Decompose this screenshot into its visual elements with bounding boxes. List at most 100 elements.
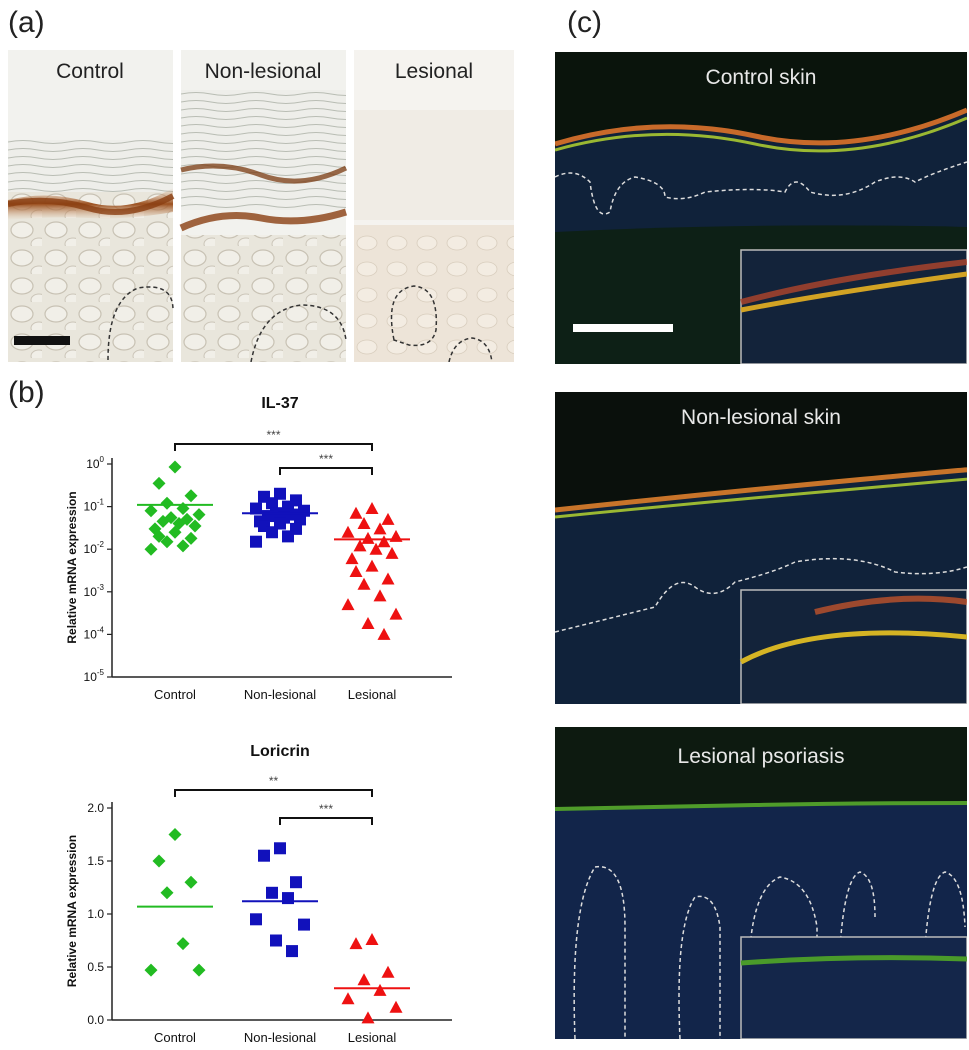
non-lesional-point	[290, 876, 302, 889]
non-lesional-point	[250, 913, 262, 926]
y-tick-label: 1.5	[87, 854, 104, 868]
y-tick-label: 1.0	[87, 907, 104, 921]
non-lesional-point	[274, 842, 286, 855]
non-lesional-point	[250, 535, 262, 548]
lesional-point	[345, 552, 359, 565]
lesional-point	[365, 932, 379, 945]
significance-bracket	[174, 443, 373, 451]
control-point	[188, 519, 202, 533]
if-image-non-lesional: Non-lesional skin	[555, 392, 967, 704]
control-point	[152, 476, 166, 490]
ihc-tile-lesional	[354, 50, 514, 362]
y-axis-label: Relative mRNA expression	[65, 835, 79, 987]
if-label-non-lesional: Non-lesional skin	[681, 406, 841, 429]
lesional-point	[349, 937, 363, 950]
ihc-tile-non-lesional	[179, 50, 348, 362]
lesional-point	[357, 517, 371, 530]
non-lesional-point	[258, 849, 270, 862]
panel-b-label: (b)	[8, 376, 45, 409]
ihc-label-lesional: Lesional	[395, 60, 473, 83]
lesional-point	[365, 502, 379, 515]
if-image-control: Control skin	[555, 52, 967, 364]
significance-bracket	[174, 789, 373, 797]
control-point	[176, 937, 190, 951]
x-tick-label: Lesional	[348, 1030, 397, 1045]
control-point	[184, 875, 198, 889]
x-tick-label: Control	[154, 1030, 196, 1045]
scale-bar	[573, 324, 673, 332]
y-tick-label: 100	[86, 455, 104, 471]
panel-c-label: (c)	[567, 6, 602, 39]
y-tick-label: 2.0	[87, 801, 104, 815]
lesional-point	[357, 973, 371, 986]
lesional-point	[365, 559, 379, 572]
chart-title: IL-37	[261, 395, 298, 412]
significance-label: ***	[319, 452, 333, 466]
if-image-lesional: Lesional psoriasis	[555, 727, 967, 1039]
x-tick-label: Non-lesional	[244, 687, 316, 702]
non-lesional-point	[294, 513, 306, 526]
lesional-point	[389, 1000, 403, 1013]
non-lesional-point	[266, 886, 278, 899]
control-point	[144, 504, 158, 518]
lesional-point	[381, 512, 395, 525]
ihc-panel: Control Non-lesional Lesional	[8, 50, 514, 362]
y-tick-label: 10-5	[84, 668, 105, 684]
lesional-point	[373, 522, 387, 535]
y-tick-label: 10-2	[84, 540, 105, 556]
lesional-point	[377, 535, 391, 548]
lesional-point	[361, 1011, 375, 1024]
lesional-point	[361, 531, 375, 544]
control-point	[168, 828, 182, 841]
lesional-point	[369, 542, 383, 555]
non-lesional-point	[298, 918, 310, 931]
lesional-point	[349, 564, 363, 577]
ihc-tile-control	[8, 50, 175, 362]
non-lesional-point	[274, 487, 286, 500]
control-point	[160, 886, 174, 900]
y-axis-label: Relative mRNA expression	[65, 491, 79, 643]
control-point	[152, 529, 166, 543]
y-tick-label: 10-4	[84, 625, 105, 641]
lesional-point	[377, 627, 391, 640]
control-point	[160, 496, 174, 510]
control-point	[144, 542, 158, 556]
lesional-point	[341, 525, 355, 538]
il37-chart: IL-37 100 10-1 10-2 10-3 10-4 10-5 Relative mRN…	[65, 395, 452, 702]
y-tick-label: 0.0	[87, 1013, 104, 1027]
x-tick-label: Lesional	[348, 687, 397, 702]
non-lesional-point	[282, 500, 294, 513]
control-point	[176, 502, 190, 516]
ihc-label-control: Control	[56, 60, 124, 83]
non-lesional-point	[282, 530, 294, 543]
loricrin-chart: Loricrin 0.0 0.5 1.0 1.5 2.0 Relative mRNA exp…	[65, 743, 452, 1045]
control-point	[152, 854, 166, 868]
control-point	[176, 539, 190, 553]
lesional-point	[357, 577, 371, 590]
x-tick-label: Non-lesional	[244, 1030, 316, 1045]
non-lesional-point	[282, 892, 294, 905]
lesional-point	[353, 539, 367, 552]
control-point	[168, 460, 182, 474]
control-point	[184, 489, 198, 503]
significance-label: **	[269, 774, 279, 788]
lesional-point	[341, 992, 355, 1005]
if-label-control: Control skin	[706, 66, 817, 89]
non-lesional-point	[266, 526, 278, 539]
significance-bracket	[279, 467, 373, 475]
y-tick-label: 0.5	[87, 960, 104, 974]
if-label-lesional: Lesional psoriasis	[678, 745, 845, 768]
chart-title: Loricrin	[250, 743, 310, 760]
lesional-point	[361, 617, 375, 630]
panel-a-label: (a)	[8, 6, 45, 39]
lesional-point	[381, 965, 395, 978]
lesional-point	[381, 572, 395, 585]
significance-bracket	[279, 817, 373, 825]
non-lesional-point	[286, 945, 298, 958]
scale-bar	[14, 336, 70, 345]
control-point	[168, 525, 182, 539]
lesional-point	[389, 607, 403, 620]
y-tick-label: 10-1	[84, 498, 105, 514]
control-point	[180, 512, 194, 526]
x-tick-label: Control	[154, 687, 196, 702]
